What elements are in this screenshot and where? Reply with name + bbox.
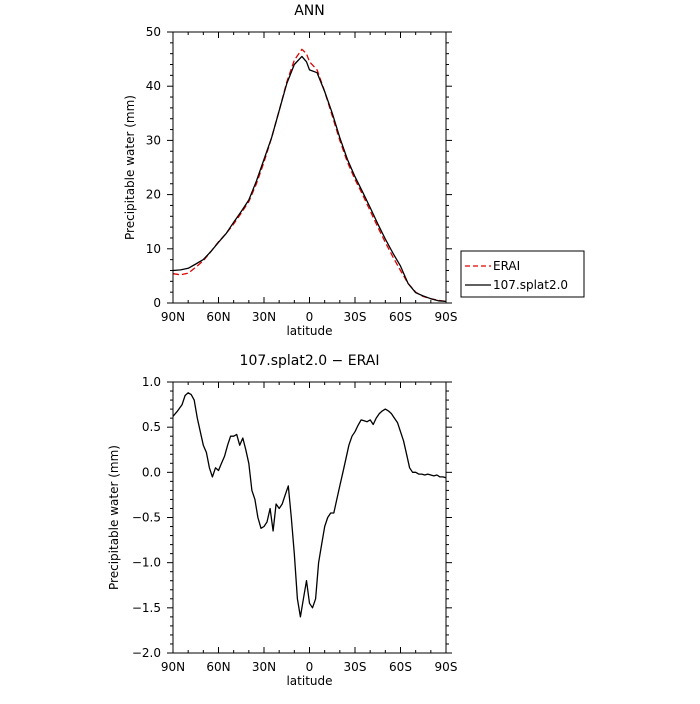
legend-label-107-splat2-0: 107.splat2.0	[493, 278, 568, 292]
bottom-panel-x-tick-label: 60S	[389, 660, 412, 674]
top-panel-y-tick-label: 20	[146, 188, 161, 202]
top-panel-y-tick-label: 10	[146, 242, 161, 256]
top-panel-series-line-107-splat2-0	[172, 55, 447, 303]
bottom-panel-x-axis-title: latitude	[286, 674, 332, 688]
legend-box	[460, 250, 585, 298]
bottom-panel-x-tick-label: 60N	[206, 660, 230, 674]
top-panel-y-axis-title: Precipitable water (mm)	[123, 95, 137, 240]
bottom-panel-x-tick-label: 90S	[435, 660, 458, 674]
bottom-panel-series-line-difference	[172, 392, 447, 618]
bottom-panel-plot-area: 90N 60N 30N 0 30S 60S 90S 1.0 0.5 0.0 −0.5 −1.0 −1.5…	[132, 375, 458, 674]
bottom-panel-x-tick-label: 0	[306, 660, 314, 674]
top-panel-frame	[172, 31, 447, 304]
top-panel-plot-area: 90N 60N 30N 0 30S 60S 90S 0 10 20 30 40 50	[146, 25, 458, 324]
top-panel-x-tick-label: 60N	[206, 310, 230, 324]
top-panel-y-tick-label: 50	[146, 25, 161, 39]
bottom-panel-y-tick-label: −0.5	[132, 511, 161, 525]
bottom-panel-y-axis-title: Precipitable water (mm)	[107, 445, 121, 590]
legend-label-erai: ERAI	[493, 259, 520, 273]
bottom-panel-x-tick-label: 90N	[161, 660, 185, 674]
bottom-panel-frame	[172, 381, 447, 654]
bottom-panel-y-tick-label: −1.5	[132, 601, 161, 615]
top-panel-x-tick-label: 90N	[161, 310, 185, 324]
bottom-panel-y-tick-label: −1.0	[132, 556, 161, 570]
top-panel-y-tick-label: 30	[146, 133, 161, 147]
top-panel-x-tick-label: 0	[306, 310, 314, 324]
top-panel-x-tick-label: 60S	[389, 310, 412, 324]
bottom-panel-y-tick-label: 1.0	[142, 375, 161, 389]
top-panel: ANN latitude Precipitable water (mm) 90N…	[123, 3, 457, 338]
top-panel-x-tick-label: 30N	[252, 310, 276, 324]
bottom-panel-x-tick-label: 30S	[344, 660, 367, 674]
bottom-panel-y-tick-label: 0.5	[142, 420, 161, 434]
bottom-panel-y-tick-label: −2.0	[132, 646, 161, 660]
bottom-panel-x-tick-label: 30N	[252, 660, 276, 674]
top-panel-x-tick-label: 30S	[344, 310, 367, 324]
bottom-panel-y-tick-label: 0.0	[142, 465, 161, 479]
top-panel-y-tick-label: 0	[153, 296, 161, 310]
legend: ERAI 107.splat2.0	[460, 250, 585, 298]
top-panel-x-tick-label: 90S	[435, 310, 458, 324]
bottom-panel-title: 107.splat2.0 − ERAI	[240, 353, 380, 369]
bottom-panel: 107.splat2.0 − ERAI latitude Precipitabl…	[107, 353, 457, 688]
top-panel-title: ANN	[294, 3, 325, 19]
top-panel-y-tick-label: 40	[146, 79, 161, 93]
top-panel-x-axis-title: latitude	[286, 324, 332, 338]
top-panel-series-line-erai	[172, 48, 447, 303]
